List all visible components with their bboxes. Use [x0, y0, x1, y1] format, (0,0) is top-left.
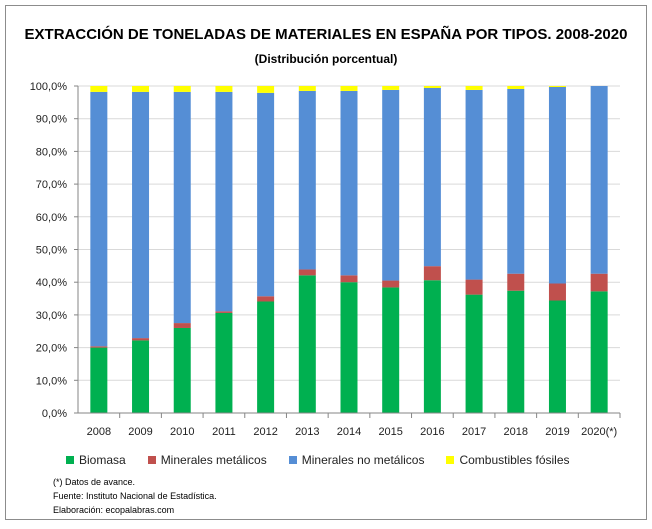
bar-segment-minerales-no-met-licos [548, 86, 566, 284]
bar-segment-combustibles-f-siles [340, 86, 358, 91]
x-tick-label: 2008 [87, 426, 111, 438]
bar-segment-biomasa [215, 312, 233, 413]
x-tick-label: 2019 [545, 426, 569, 438]
legend-swatch [147, 456, 156, 464]
legend: Biomasa Minerales metálicos Minerales no… [66, 453, 592, 467]
chart-title: EXTRACCIÓN DE TONELADAS DE MATERIALES EN… [24, 26, 628, 43]
chart-frame [5, 5, 647, 520]
bar-segment-combustibles-f-siles [173, 86, 191, 92]
bar-segment-combustibles-f-siles [215, 86, 233, 92]
x-tick-label: 2020(*) [581, 426, 617, 438]
x-tick-label: 2011 [212, 426, 236, 438]
bar-segment-minerales-met-licos [340, 275, 358, 283]
bar-segment-minerales-no-met-licos [423, 87, 441, 267]
x-tick-label: 2017 [462, 426, 486, 438]
bar-segment-biomasa [423, 280, 441, 413]
x-tick-label: 2016 [420, 426, 444, 438]
bar-segment-combustibles-f-siles [423, 86, 441, 88]
note-advance: (*) Datos de avance. [53, 477, 136, 487]
bar-segment-combustibles-f-siles [382, 86, 400, 90]
bar-segment-minerales-met-licos [132, 338, 150, 341]
bar-segment-combustibles-f-siles [298, 86, 316, 91]
y-tick-label: 100,0% [30, 81, 68, 93]
chart-subtitle: (Distribución porcentual) [254, 52, 398, 66]
bar-segment-minerales-no-met-licos [507, 88, 525, 274]
bar-segment-minerales-met-licos [215, 311, 233, 313]
y-tick-label: 40,0% [36, 277, 67, 289]
bar-segment-minerales-no-met-licos [340, 90, 358, 276]
bar-segment-combustibles-f-siles [257, 86, 275, 93]
legend-label: Minerales metálicos [160, 453, 267, 467]
bar-segment-minerales-met-licos [590, 273, 608, 292]
bar-segment-combustibles-f-siles [90, 86, 108, 92]
bar-segment-minerales-met-licos [298, 269, 316, 276]
bar-segment-combustibles-f-siles [507, 86, 525, 89]
bar-segment-biomasa [257, 301, 275, 413]
x-tick-label: 2013 [295, 426, 319, 438]
x-tick-label: 2009 [128, 426, 152, 438]
y-tick-label: 0,0% [42, 408, 67, 420]
bar-segment-minerales-no-met-licos [382, 89, 400, 281]
bar-segment-biomasa [298, 275, 316, 413]
bar-segment-minerales-met-licos [465, 279, 483, 295]
bar-segment-biomasa [173, 327, 191, 413]
bar-segment-minerales-no-met-licos [465, 89, 483, 280]
bar-segment-combustibles-f-siles [132, 86, 150, 92]
y-tick-label: 80,0% [36, 146, 67, 158]
bar-segment-minerales-met-licos [90, 346, 108, 348]
x-tick-label: 2010 [170, 426, 194, 438]
legend-item-biomasa: Biomasa [66, 453, 126, 467]
bar-segment-biomasa [507, 290, 525, 413]
note-source: Fuente: Instituto Nacional de Estadístic… [53, 491, 217, 501]
y-tick-label: 70,0% [36, 179, 67, 191]
legend-swatch [288, 456, 297, 464]
bar-segment-minerales-met-licos [173, 323, 191, 328]
bar-segment-biomasa [132, 340, 150, 413]
bar-segment-minerales-no-met-licos [298, 90, 316, 270]
y-tick-label: 30,0% [36, 310, 67, 322]
y-tick-label: 50,0% [36, 245, 67, 257]
bar-segment-minerales-no-met-licos [215, 91, 233, 312]
bar-segment-minerales-met-licos [548, 283, 566, 301]
x-tick-label: 2015 [378, 426, 402, 438]
bar-segment-biomasa [590, 291, 608, 413]
legend-item-minerales-metalicos: Minerales metálicos [147, 453, 267, 467]
x-tick-label: 2018 [504, 426, 528, 438]
bar-segment-minerales-no-met-licos [590, 86, 608, 274]
bar-segment-biomasa [548, 300, 566, 413]
bar-segment-biomasa [465, 294, 483, 413]
legend-item-minerales-no-metalicos: Minerales no metálicos [288, 453, 425, 467]
y-tick-label: 60,0% [36, 212, 67, 224]
y-tick-label: 10,0% [36, 375, 67, 387]
bar-segment-minerales-no-met-licos [173, 91, 191, 324]
bar-segment-combustibles-f-siles [548, 86, 566, 87]
bar-segment-biomasa [382, 287, 400, 413]
bar-segment-minerales-no-met-licos [90, 91, 108, 347]
bar-segment-biomasa [90, 347, 108, 413]
legend-swatch [446, 456, 455, 464]
bar-segment-minerales-met-licos [507, 273, 525, 291]
y-tick-label: 20,0% [36, 343, 67, 355]
note-credit: Elaboración: ecopalabras.com [53, 505, 175, 515]
bar-segment-combustibles-f-siles [465, 86, 483, 90]
bar-segment-minerales-met-licos [382, 280, 400, 288]
x-tick-label: 2012 [253, 426, 277, 438]
y-tick-label: 90,0% [36, 114, 67, 126]
legend-swatch [66, 456, 74, 464]
legend-label: Biomasa [79, 453, 126, 467]
legend-item-combustibles-fosiles: Combustibles fósiles [446, 453, 570, 467]
bar-segment-minerales-no-met-licos [257, 92, 275, 297]
legend-label: Minerales no metálicos [301, 453, 425, 467]
bar-segment-minerales-no-met-licos [132, 91, 150, 339]
legend-label: Combustibles fósiles [459, 453, 570, 467]
bar-segment-minerales-met-licos [257, 296, 275, 302]
x-tick-label: 2014 [337, 426, 361, 438]
bar-segment-minerales-met-licos [423, 266, 441, 281]
bar-segment-biomasa [340, 282, 358, 413]
